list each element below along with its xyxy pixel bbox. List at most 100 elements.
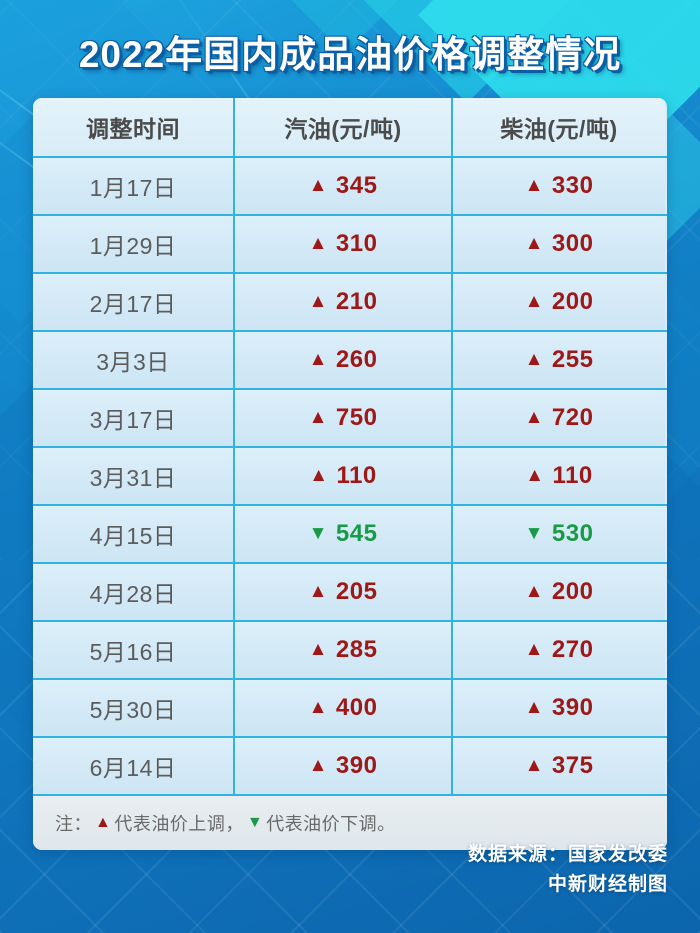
amount-value: 530 bbox=[551, 520, 594, 547]
triangle-up-icon: ▲ bbox=[524, 754, 544, 776]
table-row: 3月3日 ▲ 260 ▲ 255 bbox=[33, 332, 667, 390]
date-value: 6月14日 bbox=[89, 755, 177, 781]
cell-date: 2月17日 bbox=[33, 274, 235, 330]
table-header-row: 调整时间 汽油(元/吨) 柴油(元/吨) bbox=[33, 98, 667, 158]
cell-gasoline: ▲ 210 bbox=[235, 274, 453, 330]
gasoline-change: ▲ 260 bbox=[309, 346, 378, 374]
cell-diesel: ▲ 270 bbox=[453, 622, 665, 678]
diesel-change: ▲ 720 bbox=[525, 404, 594, 432]
cell-diesel: ▲ 110 bbox=[453, 448, 665, 504]
amount-value: 300 bbox=[551, 230, 594, 257]
triangle-up-icon: ▲ bbox=[308, 348, 328, 370]
date-value: 5月16日 bbox=[89, 639, 177, 665]
credits: 数据来源：国家发改委 中新财经制图 bbox=[468, 840, 668, 899]
triangle-up-icon: ▲ bbox=[524, 638, 544, 660]
date-value: 1月17日 bbox=[89, 175, 177, 201]
cell-gasoline: ▲ 310 bbox=[235, 216, 453, 272]
cell-diesel: ▲ 200 bbox=[453, 564, 665, 620]
amount-value: 110 bbox=[552, 462, 593, 489]
amount-value: 255 bbox=[551, 346, 594, 373]
table-row: 1月17日 ▲ 345 ▲ 330 bbox=[33, 158, 667, 216]
triangle-down-icon: ▼ bbox=[308, 522, 328, 544]
column-header-gasoline-label: 汽油(元/吨) bbox=[284, 116, 402, 142]
column-header-diesel: 柴油(元/吨) bbox=[453, 98, 665, 156]
diesel-change: ▲ 390 bbox=[525, 694, 594, 722]
footnote-up-text: 代表油价上调， bbox=[114, 814, 244, 834]
date-value: 3月17日 bbox=[89, 407, 177, 433]
column-header-gasoline: 汽油(元/吨) bbox=[235, 98, 453, 156]
amount-value: 400 bbox=[335, 694, 378, 721]
footnote-down-text: 代表油价下调。 bbox=[266, 814, 396, 834]
column-header-diesel-label: 柴油(元/吨) bbox=[500, 116, 618, 142]
diesel-change: ▲ 110 bbox=[525, 462, 593, 490]
triangle-up-icon: ▲ bbox=[524, 174, 544, 196]
gasoline-change: ▼ 545 bbox=[309, 520, 378, 548]
cell-diesel: ▲ 255 bbox=[453, 332, 665, 388]
cell-diesel: ▼ 530 bbox=[453, 506, 665, 562]
triangle-up-icon: ▲ bbox=[308, 638, 328, 660]
cell-gasoline: ▼ 545 bbox=[235, 506, 453, 562]
triangle-up-icon: ▲ bbox=[95, 814, 112, 831]
chart-maker-label: 中新财经制图 bbox=[547, 873, 668, 895]
date-value: 4月28日 bbox=[89, 581, 177, 607]
amount-value: 330 bbox=[551, 172, 594, 199]
amount-value: 270 bbox=[551, 636, 594, 663]
triangle-up-icon: ▲ bbox=[524, 348, 544, 370]
price-adjustment-table: 调整时间 汽油(元/吨) 柴油(元/吨) 1月17日 ▲ 345 ▲ 330 1月29日 ▲… bbox=[33, 98, 667, 850]
footnote-prefix: 注： bbox=[55, 814, 92, 834]
cell-date: 3月3日 bbox=[33, 332, 235, 388]
amount-value: 200 bbox=[551, 288, 594, 315]
diesel-change: ▲ 330 bbox=[525, 172, 594, 200]
cell-date: 1月17日 bbox=[33, 158, 235, 214]
cell-gasoline: ▲ 110 bbox=[235, 448, 453, 504]
amount-value: 110 bbox=[336, 462, 377, 489]
gasoline-change: ▲ 205 bbox=[309, 578, 378, 606]
gasoline-change: ▲ 750 bbox=[309, 404, 378, 432]
diesel-change: ▼ 530 bbox=[525, 520, 594, 548]
gasoline-change: ▲ 285 bbox=[309, 636, 378, 664]
gasoline-change: ▲ 400 bbox=[309, 694, 378, 722]
cell-gasoline: ▲ 205 bbox=[235, 564, 453, 620]
amount-value: 750 bbox=[335, 404, 378, 431]
amount-value: 390 bbox=[551, 694, 594, 721]
cell-gasoline: ▲ 750 bbox=[235, 390, 453, 446]
cell-date: 4月15日 bbox=[33, 506, 235, 562]
table-footnote: 注： ▲ 代表油价上调， ▼ 代表油价下调。 bbox=[33, 794, 667, 850]
triangle-up-icon: ▲ bbox=[524, 232, 544, 254]
triangle-up-icon: ▲ bbox=[524, 696, 544, 718]
column-header-date-label: 调整时间 bbox=[86, 116, 180, 142]
cell-gasoline: ▲ 260 bbox=[235, 332, 453, 388]
table-row: 4月15日 ▼ 545 ▼ 530 bbox=[33, 506, 667, 564]
cell-gasoline: ▲ 390 bbox=[235, 738, 453, 794]
date-value: 5月30日 bbox=[89, 697, 177, 723]
amount-value: 200 bbox=[551, 578, 594, 605]
table-row: 1月29日 ▲ 310 ▲ 300 bbox=[33, 216, 667, 274]
triangle-up-icon: ▲ bbox=[308, 290, 328, 312]
amount-value: 210 bbox=[335, 288, 378, 315]
triangle-up-icon: ▲ bbox=[525, 464, 545, 486]
date-value: 3月31日 bbox=[89, 465, 177, 491]
footnote-text: 注： ▲ 代表油价上调， ▼ 代表油价下调。 bbox=[55, 810, 396, 836]
triangle-down-icon: ▼ bbox=[246, 814, 264, 831]
cell-date: 5月16日 bbox=[33, 622, 235, 678]
triangle-up-icon: ▲ bbox=[308, 232, 328, 254]
page-title: 2022年国内成品油价格调整情况 bbox=[78, 34, 622, 75]
diesel-change: ▲ 375 bbox=[525, 752, 594, 780]
table-row: 6月14日 ▲ 390 ▲ 375 bbox=[33, 738, 667, 794]
cell-diesel: ▲ 720 bbox=[453, 390, 665, 446]
gasoline-change: ▲ 390 bbox=[309, 752, 378, 780]
cell-date: 5月30日 bbox=[33, 680, 235, 736]
triangle-up-icon: ▲ bbox=[524, 580, 544, 602]
amount-value: 260 bbox=[335, 346, 378, 373]
table-row: 2月17日 ▲ 210 ▲ 200 bbox=[33, 274, 667, 332]
cell-diesel: ▲ 390 bbox=[453, 680, 665, 736]
cell-diesel: ▲ 300 bbox=[453, 216, 665, 272]
amount-value: 375 bbox=[551, 752, 594, 779]
cell-date: 3月17日 bbox=[33, 390, 235, 446]
data-source-label: 数据来源：国家发改委 bbox=[467, 844, 668, 866]
cell-diesel: ▲ 200 bbox=[453, 274, 665, 330]
cell-diesel: ▲ 330 bbox=[453, 158, 665, 214]
table-row: 3月17日 ▲ 750 ▲ 720 bbox=[33, 390, 667, 448]
triangle-up-icon: ▲ bbox=[308, 580, 328, 602]
triangle-up-icon: ▲ bbox=[309, 464, 329, 486]
